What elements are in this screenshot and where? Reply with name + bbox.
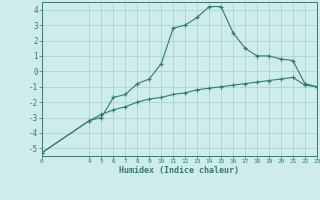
X-axis label: Humidex (Indice chaleur): Humidex (Indice chaleur) — [119, 166, 239, 175]
